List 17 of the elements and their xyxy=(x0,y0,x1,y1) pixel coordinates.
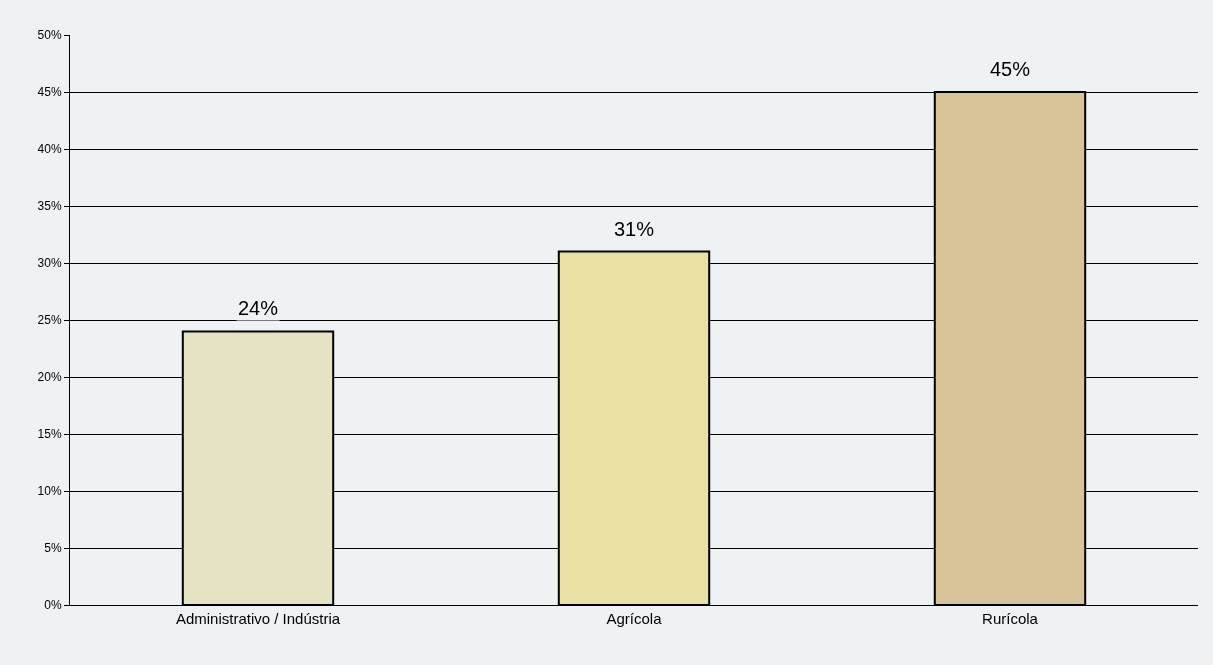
y-tick-label: 35% xyxy=(37,199,62,214)
x-tick-label: Rurícola xyxy=(982,610,1039,627)
y-tick-label: 10% xyxy=(37,484,62,499)
x-tick-label: Agrícola xyxy=(606,610,663,627)
y-tick-label: 50% xyxy=(37,28,62,43)
data-label: 24% xyxy=(238,297,279,319)
data-label: 45% xyxy=(990,58,1031,80)
y-tick-label: 0% xyxy=(44,598,62,613)
y-tick-label: 25% xyxy=(37,313,62,328)
y-tick-label: 15% xyxy=(37,427,62,442)
y-tick-label: 5% xyxy=(44,541,62,556)
x-tick-label: Administrativo / Indústria xyxy=(175,610,341,627)
y-tick-label: 20% xyxy=(37,370,62,385)
data-label: 31% xyxy=(614,218,655,240)
y-tick-label: 40% xyxy=(37,142,62,157)
y-tick-label: 30% xyxy=(37,256,62,271)
y-tick-label: 45% xyxy=(37,85,62,100)
